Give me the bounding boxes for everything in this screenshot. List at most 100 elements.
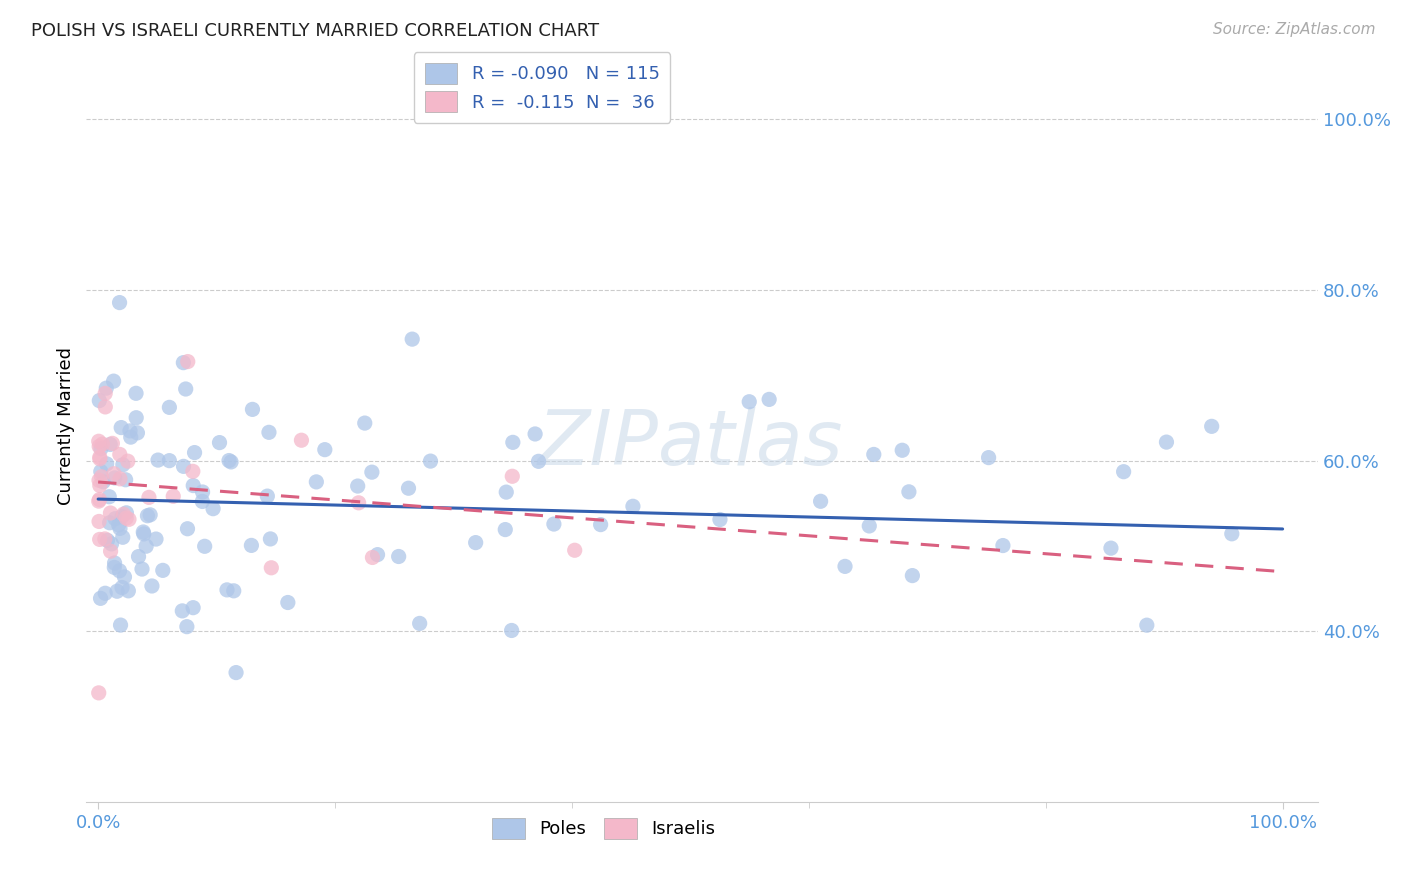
Point (398, 481, 420, 495)
Point (991, 539, 1014, 553)
Point (1156, 435, 1178, 450)
Point (141, 579, 163, 593)
Point (103, 374, 125, 388)
Point (174, 382, 197, 396)
Point (897, 484, 920, 499)
Point (103, 556, 125, 570)
Point (94, 400, 117, 414)
Point (172, 604, 194, 618)
Point (1220, 526, 1243, 541)
Point (810, 494, 832, 508)
Point (191, 485, 214, 500)
Point (202, 501, 225, 516)
Point (89, 478, 111, 492)
Point (290, 434, 312, 448)
Point (89, 393, 111, 408)
Point (176, 522, 198, 536)
Point (89, 450, 111, 465)
Point (98, 437, 121, 451)
Point (94, 386, 117, 401)
Point (108, 521, 131, 535)
Legend: Poles, Israelis: Poles, Israelis (485, 811, 723, 846)
Point (353, 416, 375, 430)
Point (101, 436, 124, 450)
Point (146, 453, 169, 467)
Point (277, 595, 299, 609)
Point (98, 490, 121, 504)
Point (172, 356, 194, 370)
Point (240, 538, 263, 552)
Point (111, 458, 134, 472)
Point (738, 394, 761, 409)
Point (91, 437, 114, 451)
Point (135, 539, 157, 553)
Point (225, 665, 247, 680)
Point (118, 512, 141, 526)
Point (138, 491, 160, 505)
Point (120, 430, 142, 444)
Point (408, 616, 430, 631)
Point (419, 454, 441, 468)
Point (108, 472, 131, 486)
Point (108, 564, 131, 578)
Point (132, 524, 155, 539)
Point (834, 559, 856, 574)
Point (1201, 419, 1223, 434)
Point (100, 544, 122, 558)
Point (96, 533, 118, 548)
Point (125, 410, 148, 425)
Point (173, 459, 195, 474)
Point (115, 506, 138, 520)
Point (89, 533, 111, 547)
Point (98, 516, 121, 530)
Point (242, 402, 264, 417)
Point (314, 442, 336, 457)
Point (90, 469, 112, 483)
Point (104, 511, 127, 525)
Point (96, 381, 118, 395)
Point (305, 475, 328, 489)
Point (110, 420, 132, 434)
Point (208, 435, 231, 450)
Point (157, 453, 180, 467)
Point (91, 475, 114, 489)
Point (108, 447, 131, 461)
Point (100, 537, 122, 551)
Point (181, 600, 204, 615)
Point (112, 507, 135, 521)
Point (87, 515, 110, 529)
Point (977, 450, 1000, 465)
Point (589, 517, 612, 532)
Point (464, 535, 486, 549)
Point (891, 443, 914, 458)
Point (181, 464, 204, 478)
Text: ZIPatlas: ZIPatlas (537, 407, 844, 481)
Point (87, 473, 110, 487)
Point (256, 489, 278, 503)
Point (131, 562, 153, 576)
Point (501, 624, 523, 638)
Point (100, 506, 122, 520)
Point (90, 442, 112, 456)
Point (501, 469, 523, 483)
Point (96, 457, 118, 471)
Text: POLISH VS ISRAELI CURRENTLY MARRIED CORRELATION CHART: POLISH VS ISRAELI CURRENTLY MARRIED CORR… (31, 22, 599, 40)
Point (194, 539, 217, 553)
Point (125, 386, 148, 401)
Point (132, 527, 155, 541)
Point (117, 583, 139, 598)
Point (108, 295, 131, 310)
Point (177, 354, 200, 368)
Point (259, 532, 281, 546)
Point (103, 560, 125, 574)
Point (176, 620, 198, 634)
Point (360, 465, 382, 479)
Point (107, 517, 129, 532)
Point (401, 332, 423, 346)
Point (145, 532, 167, 546)
Point (89, 439, 111, 453)
Point (87, 494, 110, 508)
Point (191, 494, 214, 508)
Point (157, 401, 180, 415)
Point (117, 454, 139, 468)
